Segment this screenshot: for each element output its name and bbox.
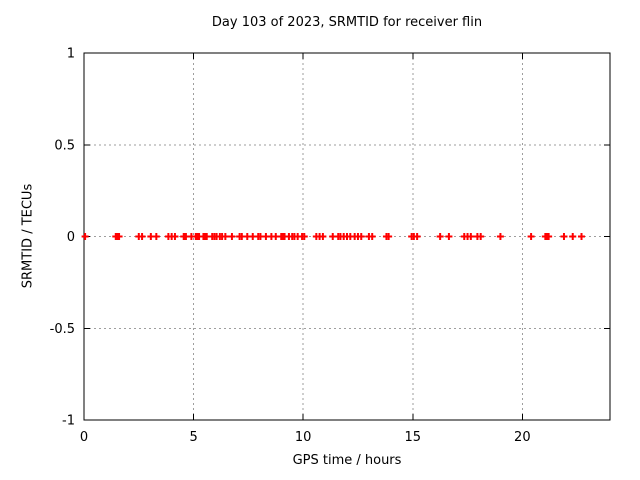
data-point	[385, 233, 393, 240]
x-tick-label: 5	[189, 430, 197, 445]
data-point	[569, 233, 577, 240]
data-point	[436, 233, 444, 240]
data-point	[171, 233, 179, 240]
data-point	[527, 233, 535, 240]
chart-title: Day 103 of 2023, SRMTID for receiver fli…	[211, 15, 483, 30]
data-point	[115, 233, 123, 240]
data-point	[477, 233, 485, 240]
data-point	[152, 233, 160, 240]
x-tick-label: 0	[80, 430, 88, 445]
x-tick-label: 15	[404, 430, 421, 445]
y-tick-label: 0.5	[54, 138, 75, 153]
y-tick-label: 0	[67, 230, 75, 245]
y-tick-label: -1	[62, 414, 75, 429]
data-point	[319, 233, 327, 240]
data-point	[445, 233, 453, 240]
data-point	[560, 233, 568, 240]
data-point	[496, 233, 504, 240]
data-point	[357, 233, 365, 240]
data-point	[467, 233, 475, 240]
y-tick-label: 1	[67, 47, 75, 62]
data-point	[578, 233, 586, 240]
x-tick-label: 10	[295, 430, 312, 445]
data-point	[368, 233, 376, 240]
data-point	[228, 233, 236, 240]
x-tick-label: 20	[514, 430, 531, 445]
data-point	[300, 233, 308, 240]
data-point	[413, 233, 421, 240]
data-point	[138, 233, 146, 240]
y-axis-label: SRMTID / TECUs	[20, 183, 36, 289]
data-point	[545, 233, 553, 240]
data-point	[221, 233, 229, 240]
y-tick-label: -0.5	[50, 322, 75, 337]
data-point	[81, 233, 89, 240]
x-axis-label: GPS time / hours	[292, 453, 402, 468]
